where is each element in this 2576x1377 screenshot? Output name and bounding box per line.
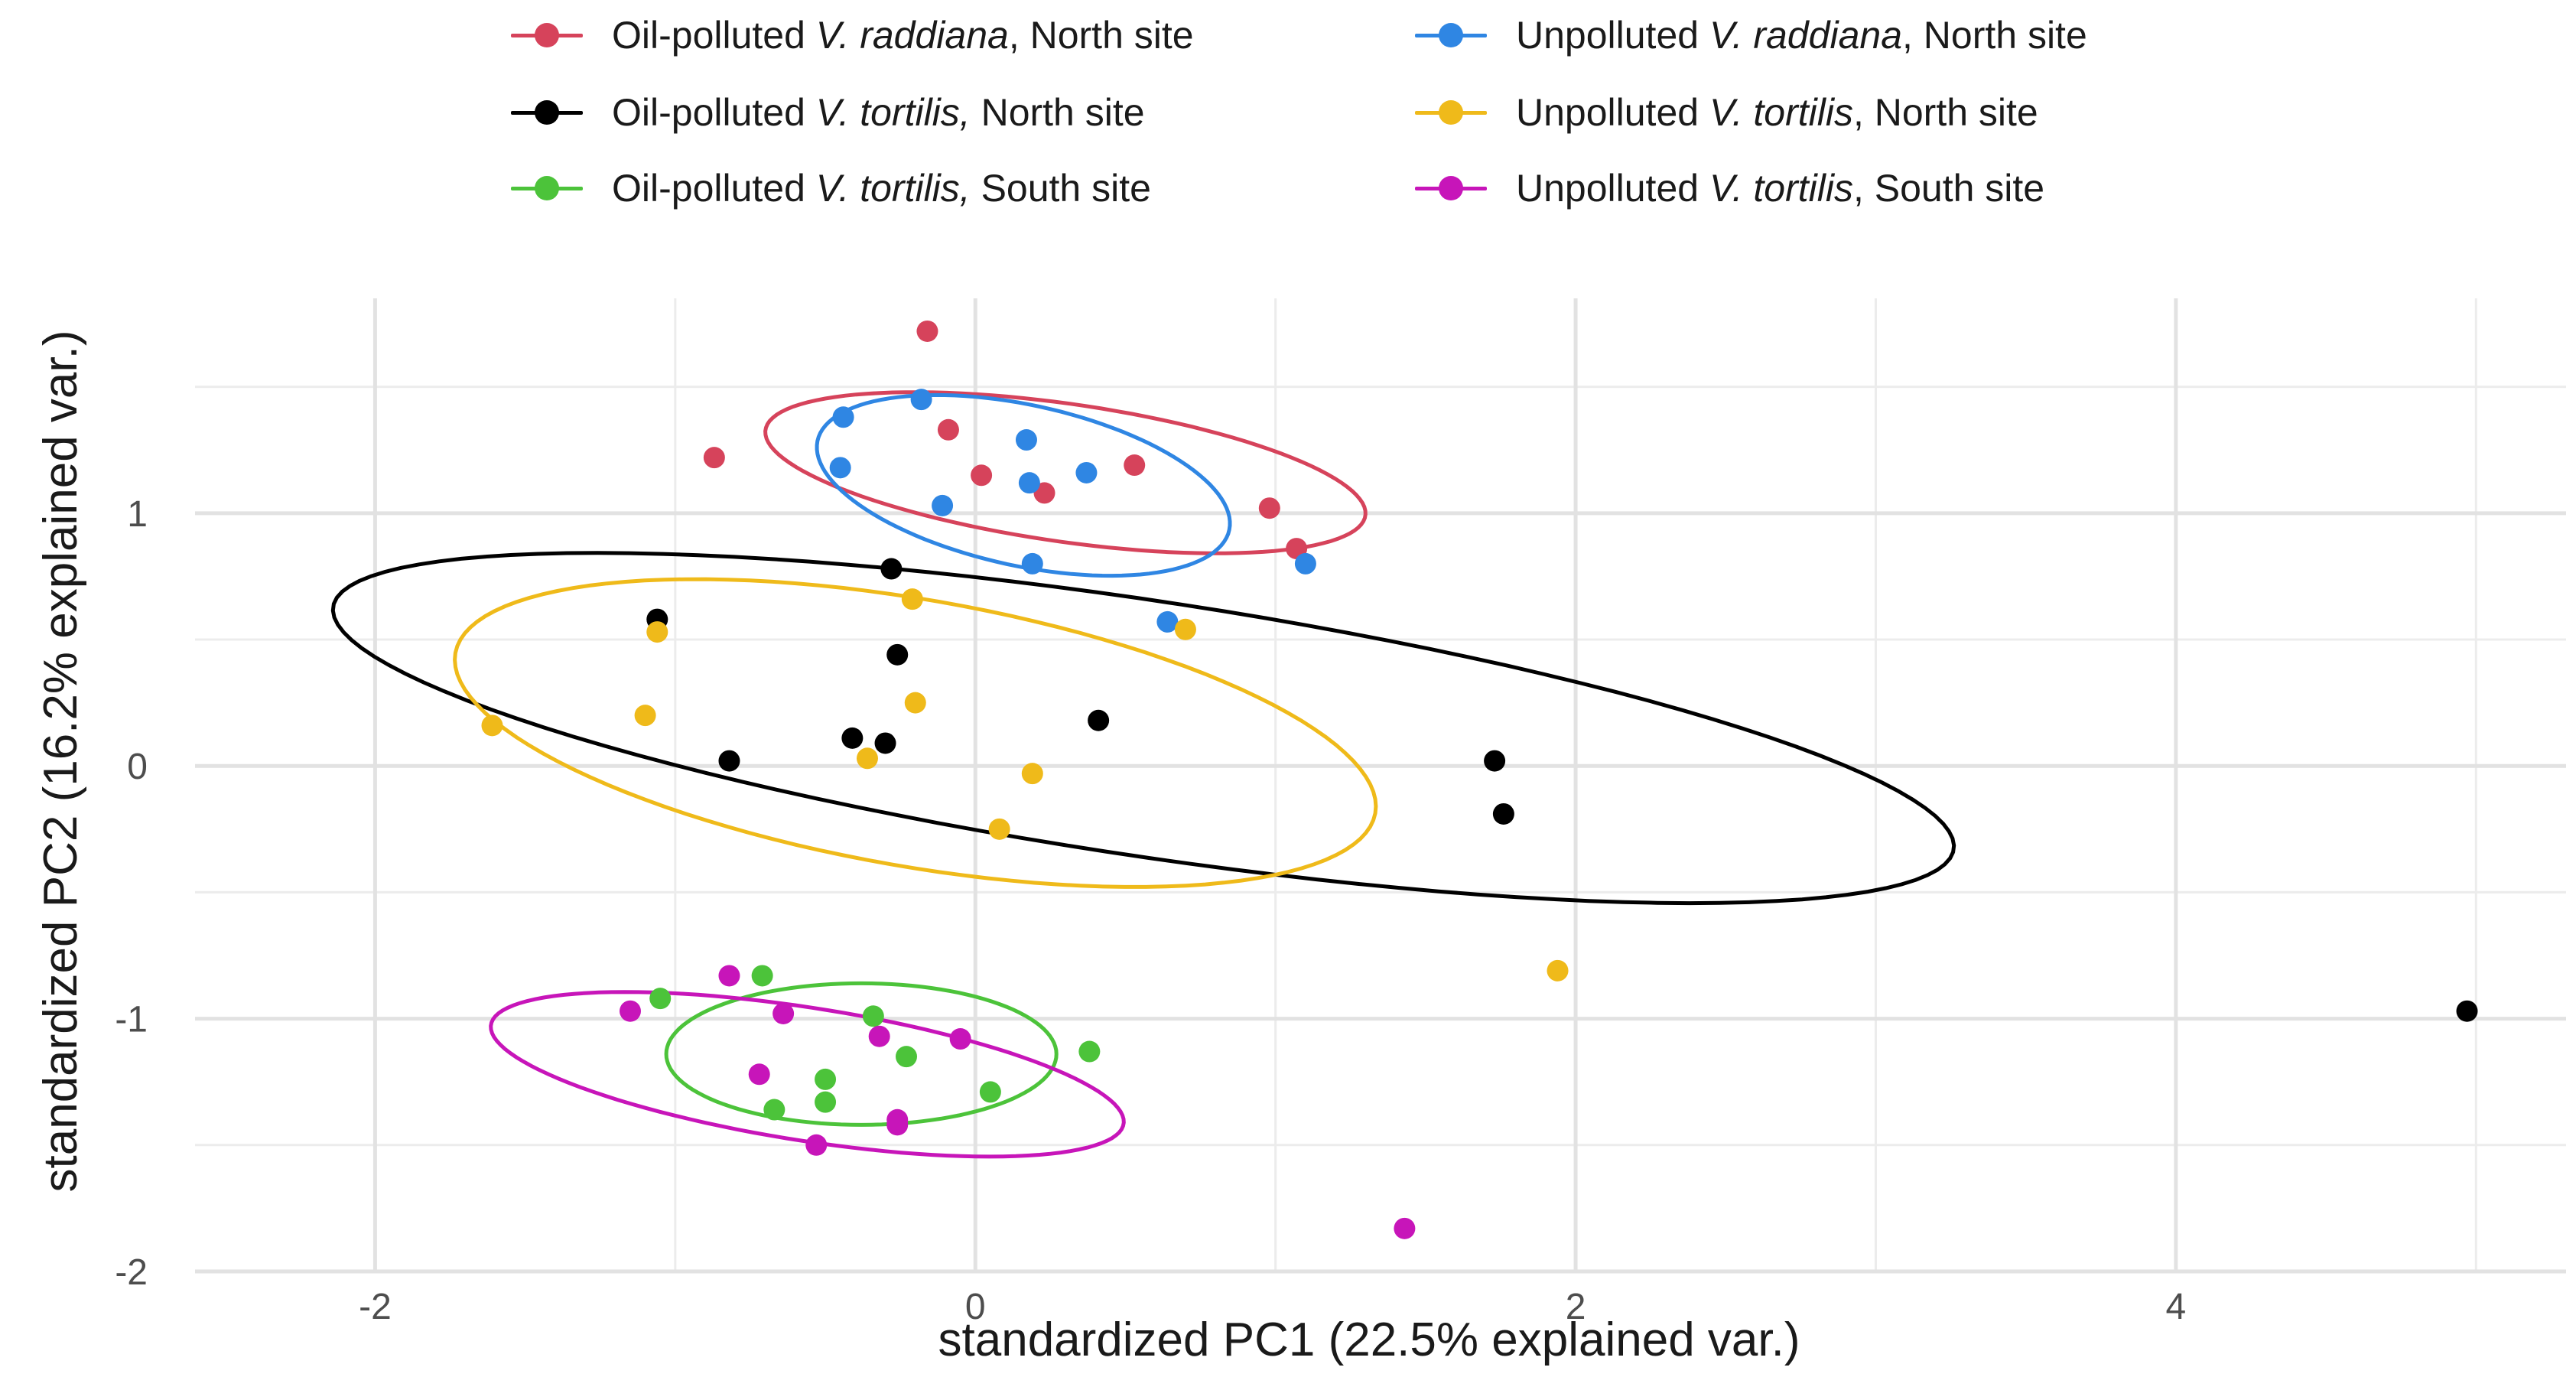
- y-tick-label: -2: [115, 1252, 148, 1293]
- data-point: [2456, 1000, 2478, 1022]
- data-point: [910, 389, 932, 411]
- data-point: [649, 988, 672, 1010]
- x-axis-title: standardized PC1 (22.5% explained var.): [938, 1314, 1800, 1366]
- x-tick-label: -2: [359, 1287, 392, 1327]
- y-tick-label: 0: [127, 747, 148, 787]
- data-point: [1174, 618, 1196, 640]
- legend-key-unpolluted-raddiana-north: [1409, 8, 1493, 62]
- data-point: [832, 406, 854, 428]
- data-point: [1394, 1217, 1416, 1239]
- data-point: [880, 558, 903, 580]
- data-point: [646, 621, 668, 643]
- data-point: [901, 588, 923, 610]
- grid-minor: [195, 298, 2566, 1271]
- data-point: [619, 1000, 641, 1022]
- data-point: [805, 1134, 828, 1156]
- confidence-ellipse: [489, 990, 1126, 1159]
- confidence-ellipse: [664, 981, 1059, 1127]
- legend-item-oil-raddiana-north: Oil-polluted V. raddiana, North site: [505, 8, 1194, 62]
- legend-label: Unpolluted V. tortilis, South site: [1516, 167, 2045, 210]
- legend-label: Oil-polluted V. tortilis, South site: [612, 167, 1151, 210]
- data-point: [1258, 497, 1280, 519]
- legend-item-unpolluted-raddiana-north: Unpolluted V. raddiana, North site: [1409, 8, 2087, 62]
- data-point: [886, 1114, 909, 1136]
- legend-key-unpolluted-tortilis-south: [1409, 161, 1493, 215]
- data-point: [904, 692, 926, 714]
- data-point: [1156, 610, 1179, 633]
- y-tick-label: 1: [127, 494, 148, 535]
- data-point: [1124, 454, 1146, 477]
- legend-key-oil-tortilis-south: [505, 161, 589, 215]
- grid-major: [195, 298, 2566, 1274]
- data-point: [949, 1028, 971, 1050]
- legend-key-unpolluted-tortilis-north: [1409, 86, 1493, 139]
- legend-key-oil-tortilis-north: [505, 86, 589, 139]
- confidence-ellipse: [763, 390, 1368, 555]
- data-point: [1075, 461, 1098, 483]
- confidence-ellipse: [453, 577, 1378, 889]
- data-point: [751, 965, 773, 987]
- data-point: [1294, 552, 1316, 575]
- data-point: [829, 457, 851, 479]
- legend-item-unpolluted-tortilis-south: Unpolluted V. tortilis, South site: [1409, 161, 2044, 215]
- y-axis-ticks: -2 -1 0 1: [115, 494, 148, 1293]
- data-point: [874, 732, 896, 754]
- legend: Oil-polluted V. raddiana, North site Oil…: [0, 0, 2576, 230]
- y-tick-label: -1: [115, 1000, 148, 1040]
- legend-item-oil-tortilis-north: Oil-polluted V. tortilis, North site: [505, 86, 1145, 139]
- x-axis-ticks: -2 0 2 4: [359, 1287, 2186, 1327]
- data-point: [481, 715, 503, 737]
- legend-label: Unpolluted V. tortilis, North site: [1516, 91, 2038, 134]
- data-point: [1021, 763, 1043, 785]
- data-point: [1021, 552, 1043, 575]
- legend-label: Oil-polluted V. raddiana, North site: [612, 14, 1194, 57]
- data-point: [1018, 472, 1040, 494]
- data-point: [937, 418, 959, 441]
- legend-item-oil-tortilis-south: Oil-polluted V. tortilis, South site: [505, 161, 1151, 215]
- data-point: [932, 494, 954, 516]
- data-point: [1492, 802, 1514, 825]
- data-point: [868, 1025, 890, 1047]
- x-tick-label: 2: [1566, 1287, 1586, 1327]
- data-point: [862, 1005, 884, 1027]
- data-point: [841, 727, 864, 749]
- data-point: [971, 464, 993, 487]
- data-point: [634, 705, 656, 727]
- x-tick-label: 0: [965, 1287, 986, 1327]
- data-point: [703, 447, 725, 469]
- data-point: [988, 818, 1010, 840]
- data-point: [1033, 482, 1055, 504]
- data-point: [815, 1068, 837, 1090]
- confidence-ellipse: [330, 551, 1956, 906]
- data-point: [916, 320, 938, 342]
- legend-label: Unpolluted V. raddiana, North site: [1516, 14, 2087, 57]
- confidence-ellipses: [330, 390, 1956, 1159]
- legend-label: Oil-polluted V. tortilis, North site: [612, 91, 1145, 134]
- data-point: [1015, 429, 1037, 451]
- data-point: [1088, 709, 1110, 731]
- data-point: [979, 1081, 1001, 1103]
- data-point: [718, 750, 740, 772]
- data-point: [1078, 1040, 1101, 1063]
- data-point: [886, 643, 909, 666]
- data-point: [896, 1046, 917, 1068]
- data-point: [1547, 959, 1569, 981]
- x-tick-label: 4: [2166, 1287, 2187, 1327]
- data-point: [718, 965, 740, 987]
- data-point: [856, 747, 878, 770]
- y-axis-title: standardized PC2 (16.2% explained var.): [34, 330, 87, 1193]
- data-points: [481, 320, 2478, 1239]
- legend-item-unpolluted-tortilis-north: Unpolluted V. tortilis, North site: [1409, 86, 2038, 139]
- data-point: [763, 1099, 785, 1121]
- data-point: [1484, 750, 1506, 772]
- data-point: [748, 1063, 770, 1086]
- confidence-ellipse: [815, 392, 1232, 578]
- legend-key-oil-raddiana-north: [505, 8, 589, 62]
- data-point: [772, 1003, 795, 1025]
- data-point: [815, 1091, 837, 1113]
